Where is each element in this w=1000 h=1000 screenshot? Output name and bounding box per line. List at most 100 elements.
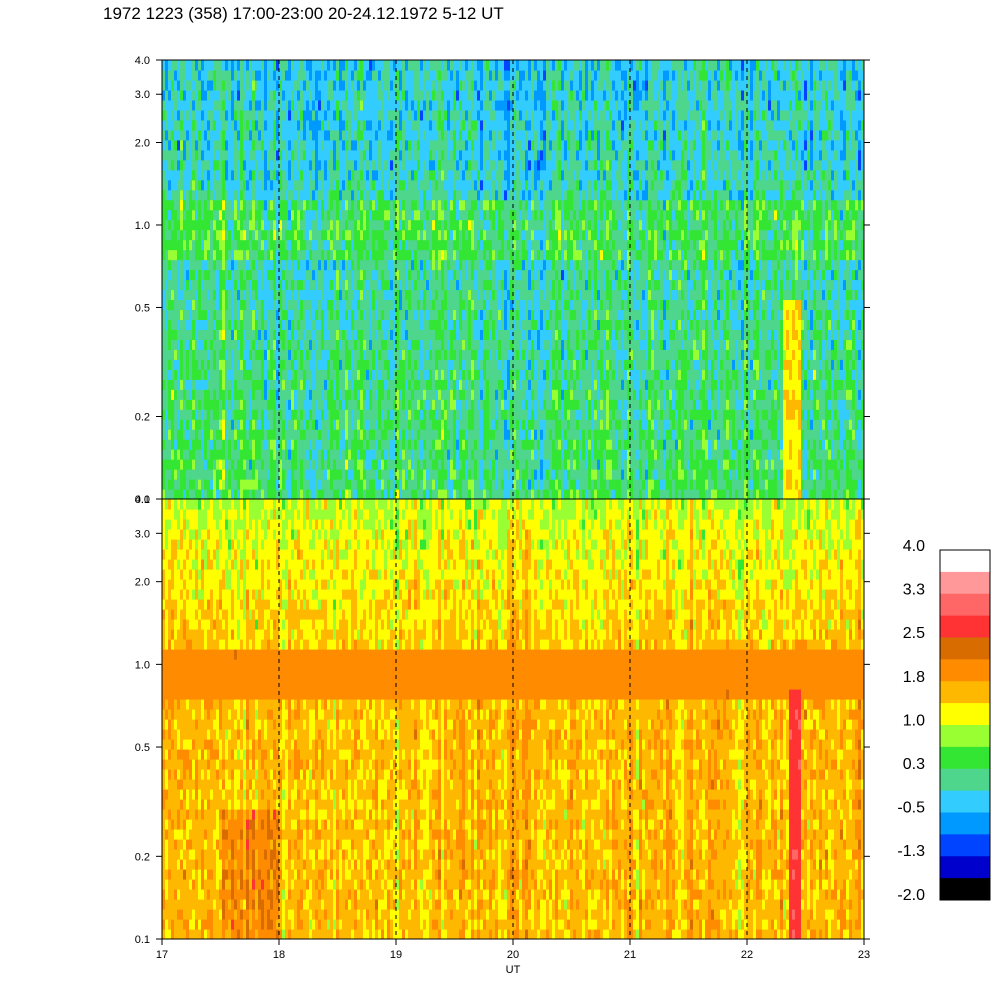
spectrogram-cell	[210, 169, 214, 181]
spectrogram-cell	[303, 469, 307, 480]
spectrogram-cell	[354, 159, 358, 171]
spectrogram-cell	[330, 139, 334, 151]
spectrogram-cell	[501, 319, 505, 330]
spectrogram-cell	[414, 279, 418, 291]
spectrogram-cell	[465, 179, 469, 191]
spectrogram-cell	[420, 129, 424, 141]
spectrogram-cell	[183, 89, 187, 101]
spectrogram-cell	[468, 299, 472, 311]
spectrogram-cell	[363, 479, 367, 490]
spectrogram-cell	[210, 119, 214, 131]
spectrogram-cell	[378, 339, 382, 350]
spectrogram-cell	[381, 79, 385, 91]
spectrogram-cell	[459, 419, 463, 430]
spectrogram-cell	[453, 339, 457, 350]
spectrogram-cell	[225, 359, 229, 370]
spectrogram-cell	[384, 459, 388, 470]
spectrogram-cell	[492, 369, 496, 380]
spectrogram-cell	[369, 329, 373, 340]
spectrogram-cell	[357, 159, 361, 171]
spectrogram-cell	[378, 189, 382, 201]
spectrogram-cell	[288, 159, 292, 171]
spectrogram-cell	[426, 159, 430, 171]
spectrogram-cell	[177, 179, 181, 191]
spectrogram-cell	[327, 169, 331, 181]
spectrogram-cell	[306, 419, 310, 430]
spectrogram-cell	[282, 349, 286, 360]
spectrogram-cell	[360, 479, 364, 490]
spectrogram-cell	[498, 299, 502, 311]
spectrogram-cell	[318, 179, 322, 191]
spectrogram-cell	[234, 119, 238, 131]
spectrogram-cell	[264, 179, 268, 191]
spectrogram-cell	[183, 299, 187, 311]
spectrogram-cell	[480, 479, 484, 490]
spectrogram-cell	[354, 89, 358, 101]
spectrogram-cell	[279, 329, 283, 340]
spectrogram-cell	[471, 129, 475, 141]
spectrogram-cell	[342, 139, 346, 151]
spectrogram-cell	[180, 119, 184, 131]
spectrogram-cell	[312, 199, 316, 211]
spectrogram-cell	[348, 349, 352, 360]
spectrogram-cell	[291, 279, 295, 291]
spectrogram-cell	[267, 279, 271, 291]
spectrogram-cell	[252, 419, 256, 430]
spectrogram-cell	[231, 379, 235, 390]
spectrogram-cell	[207, 369, 211, 380]
spectrogram-cell	[378, 479, 382, 490]
spectrogram-cell	[210, 209, 214, 221]
spectrogram-cell	[492, 439, 496, 450]
spectrogram-cell	[333, 199, 337, 211]
spectrogram-cell	[222, 389, 226, 400]
spectrogram-cell	[294, 369, 298, 380]
spectrogram-cell	[462, 419, 466, 430]
spectrogram-cell	[234, 309, 238, 321]
spectrogram-cell	[225, 399, 229, 410]
spectrogram-cell	[357, 209, 361, 221]
spectrogram-cell	[246, 169, 250, 181]
spectrogram-cell	[288, 449, 292, 460]
spectrogram-cell	[225, 239, 229, 251]
spectrogram-cell	[345, 79, 349, 91]
spectrogram-cell	[171, 249, 175, 261]
spectrogram-cell	[168, 89, 172, 101]
spectrogram-cell	[327, 259, 331, 271]
spectrogram-cell	[366, 159, 370, 171]
spectrogram-cell	[288, 289, 292, 301]
spectrogram-cell	[288, 69, 292, 81]
spectrogram-cell	[333, 219, 337, 231]
spectrogram-cell	[489, 89, 493, 101]
spectrogram-cell	[462, 439, 466, 450]
spectrogram-cell	[231, 229, 235, 241]
spectrogram-cell	[501, 299, 505, 311]
spectrogram-cell	[255, 479, 259, 490]
spectrogram-cell	[471, 299, 475, 311]
spectrogram-cell	[339, 399, 343, 410]
spectrogram-cell	[315, 339, 319, 350]
spectrogram-cell	[270, 299, 274, 311]
spectrogram-cell	[477, 319, 481, 330]
spectrogram-cell	[396, 419, 400, 430]
spectrogram-cell	[327, 199, 331, 211]
spectrogram-cell	[411, 449, 415, 460]
spectrogram-cell	[255, 169, 259, 181]
spectrogram-cell	[249, 429, 253, 440]
spectrogram-cell	[402, 169, 406, 181]
spectrogram-cell	[201, 259, 205, 271]
spectrogram-cell	[165, 149, 169, 161]
spectrogram-cell	[237, 229, 241, 241]
spectrogram-cell	[297, 439, 301, 450]
spectrogram-cell	[408, 269, 412, 281]
spectrogram-cell	[387, 139, 391, 151]
spectrogram-cell	[249, 109, 253, 121]
spectrogram-cell	[468, 479, 472, 490]
spectrogram-cell	[348, 299, 352, 311]
spectrogram-cell	[339, 489, 343, 499]
spectrogram-cell	[168, 339, 172, 350]
spectrogram-cell	[207, 459, 211, 470]
spectrogram-cell	[492, 89, 496, 101]
spectrogram-cell	[465, 139, 469, 151]
spectrogram-cell	[333, 79, 337, 91]
spectrogram-cell	[417, 369, 421, 380]
